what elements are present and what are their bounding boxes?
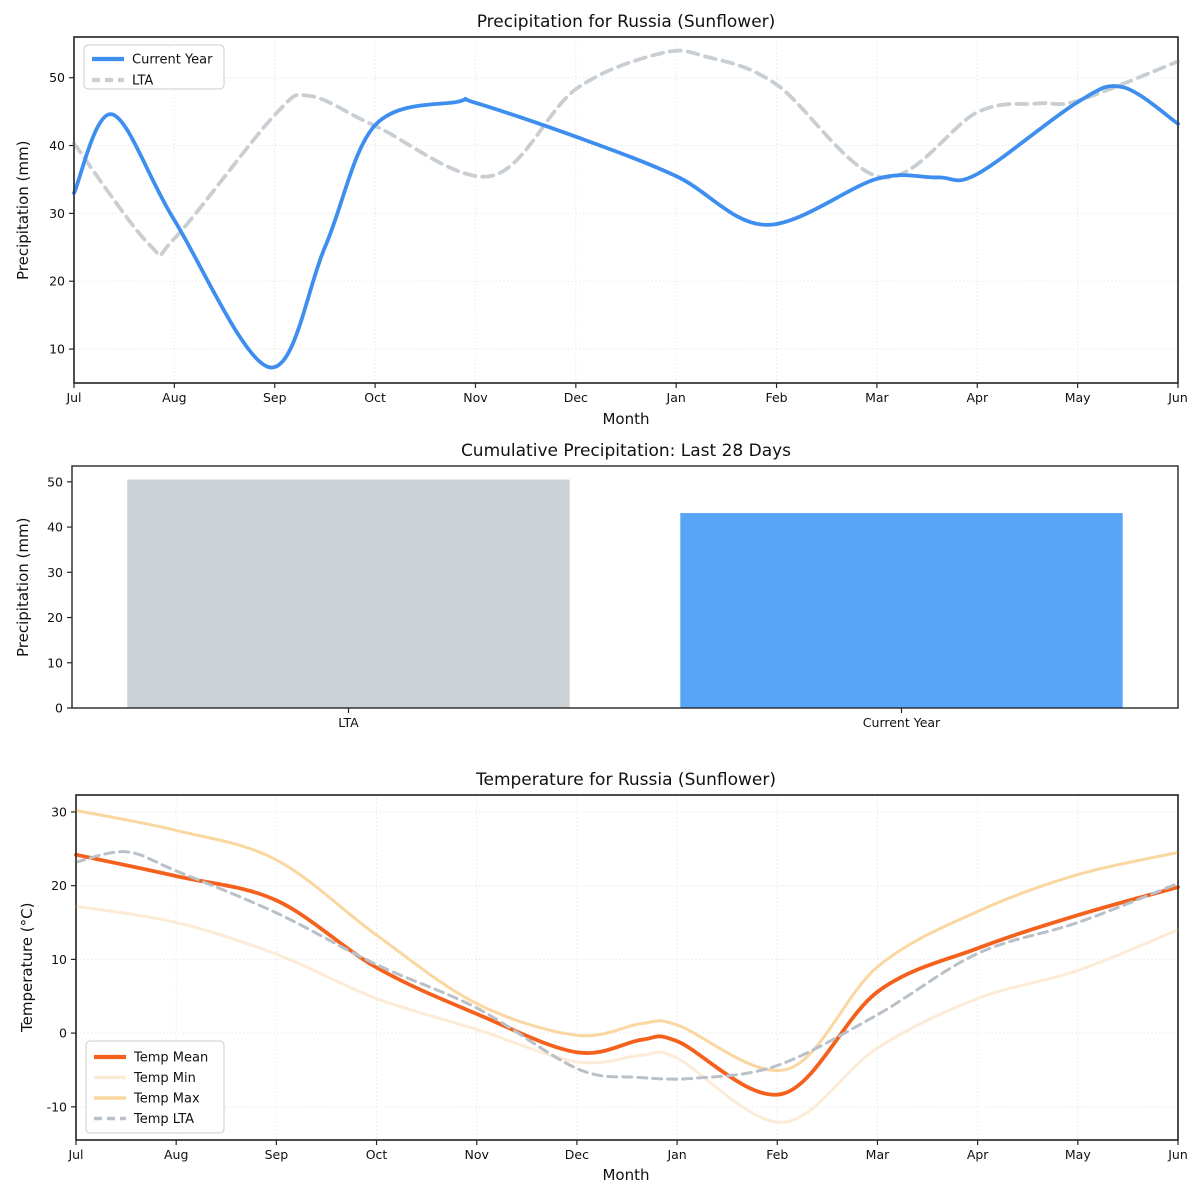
- axes-frame-top: [73, 36, 1179, 384]
- y-tick-label: 50: [49, 70, 65, 85]
- series-lines: [74, 809, 1180, 1124]
- x-tick-label: Sep: [263, 390, 287, 405]
- legend-item-lta: LTA: [92, 74, 153, 89]
- x-tick-label: Jul: [65, 390, 81, 405]
- y-tick-label: 30: [49, 206, 65, 221]
- series-temp-lta: [74, 850, 1180, 1081]
- legend: Temp Mean Temp Min Temp Max Temp LTA: [85, 1040, 225, 1134]
- y-tick-label: 20: [49, 274, 65, 289]
- x-tick-label: Jan: [666, 390, 686, 405]
- precip-line-plot: 10 20 30 40 50 Jul Aug Sep Oct Nov Dec Jan Feb Mar Apr…: [49, 36, 1188, 405]
- y-tick-label: 30: [47, 565, 63, 580]
- x-tick-label: Jul: [67, 1147, 83, 1162]
- series-current-year: [72, 84, 1180, 370]
- x-tick-label: May: [1065, 390, 1091, 405]
- temp-line-xlabel: Month: [602, 1166, 650, 1184]
- axes-frame: [71, 465, 1179, 709]
- x-tick-label: Nov: [463, 390, 488, 405]
- series-temp-min: [74, 904, 1180, 1124]
- series-lines: [72, 48, 1180, 370]
- x-tick-label: LTA: [338, 715, 359, 730]
- x-tick-label: Oct: [366, 1147, 388, 1162]
- legend-label: Current Year: [132, 53, 213, 68]
- legend-label: Temp LTA: [133, 1112, 194, 1127]
- y-tick-label: 0: [59, 1026, 67, 1041]
- legend-label: Temp Min: [133, 1071, 196, 1086]
- y-tick-label: -10: [47, 1099, 67, 1114]
- legend-label: Temp Mean: [133, 1051, 208, 1066]
- y-tick-label: 30: [51, 804, 67, 819]
- legend: Current Year LTA: [83, 44, 225, 90]
- series-temp-mean: [74, 852, 1180, 1097]
- x-tick-label: Mar: [866, 1147, 890, 1162]
- axis-ticks: [71, 811, 1179, 1145]
- gridlines: [73, 37, 1179, 383]
- y-tick-label: 50: [47, 474, 63, 489]
- legend-label: LTA: [132, 74, 153, 89]
- x-tick-label: Dec: [565, 1147, 589, 1162]
- temp-line-plot: -10 0 10 20 30 Jul Aug Sep Oct Nov Dec Jan Feb Mar Apr…: [47, 794, 1188, 1162]
- bar-current-year: [680, 513, 1123, 708]
- x-tick-label: Jun: [1167, 1147, 1188, 1162]
- x-tick-label: Oct: [364, 390, 386, 405]
- legend-item-temp-mean: Temp Mean: [94, 1051, 208, 1066]
- y-tick-label: 0: [55, 701, 63, 716]
- legend-item-temp-max: Temp Max: [94, 1092, 200, 1107]
- axis-ticks: [67, 481, 903, 713]
- y-tick-label: 40: [49, 138, 65, 153]
- y-tick-label: 10: [47, 655, 63, 670]
- axis-ticks: [69, 77, 1179, 388]
- precip-bar-plot: 0 10 20 30 40 50 LTA Current Year: [47, 465, 1179, 730]
- bar-lta: [127, 479, 570, 708]
- y-tick-label: 10: [51, 952, 67, 967]
- series-lta: [72, 48, 1180, 258]
- x-tick-label: Sep: [265, 1147, 289, 1162]
- x-tick-label: Mar: [865, 390, 889, 405]
- x-tick-label: Dec: [564, 390, 588, 405]
- y-tick-label: 10: [49, 342, 65, 357]
- legend-item-temp-min: Temp Min: [94, 1071, 196, 1086]
- x-tick-label: Apr: [967, 1147, 989, 1162]
- x-tick-label: Jun: [1167, 390, 1188, 405]
- legend-label: Temp Max: [133, 1092, 200, 1107]
- x-tick-label: Feb: [766, 1147, 788, 1162]
- x-tick-label: Nov: [465, 1147, 490, 1162]
- x-tick-label: Aug: [162, 390, 186, 405]
- x-tick-label: Feb: [765, 390, 787, 405]
- bars: [127, 479, 1123, 708]
- x-tick-label: May: [1065, 1147, 1091, 1162]
- y-tick-label: 20: [47, 610, 63, 625]
- precip-line-title: Precipitation for Russia (Sunflower): [476, 12, 776, 32]
- legend-item-current-year: Current Year: [92, 53, 213, 68]
- precip-bar-title: Cumulative Precipitation: Last 28 Days: [460, 441, 792, 461]
- axis-tick-labels: -10 0 10 20 30 Jul Aug Sep Oct Nov Dec Jan Feb Mar Apr…: [47, 804, 1188, 1162]
- series-temp-max: [74, 809, 1180, 1073]
- gridlines: [75, 795, 1179, 1140]
- axis-tick-labels: 0 10 20 30 40 50 LTA Current Year: [47, 474, 941, 730]
- y-tick-label: 40: [47, 520, 63, 535]
- temp-line-title: Temperature for Russia (Sunflower): [475, 770, 776, 790]
- axis-tick-labels: 10 20 30 40 50 Jul Aug Sep Oct Nov Dec Jan Feb Mar Apr…: [49, 70, 1188, 405]
- axes-frame: [73, 36, 1179, 384]
- x-tick-label: Apr: [966, 390, 988, 405]
- x-tick-label: Jan: [666, 1147, 686, 1162]
- precip-line-xlabel: Month: [602, 410, 650, 428]
- x-tick-label: Current Year: [863, 715, 941, 730]
- x-tick-label: Aug: [164, 1147, 188, 1162]
- legend-item-temp-lta: Temp LTA: [94, 1112, 194, 1127]
- y-tick-label: 20: [51, 878, 67, 893]
- axes-frame-top: [75, 794, 1179, 1141]
